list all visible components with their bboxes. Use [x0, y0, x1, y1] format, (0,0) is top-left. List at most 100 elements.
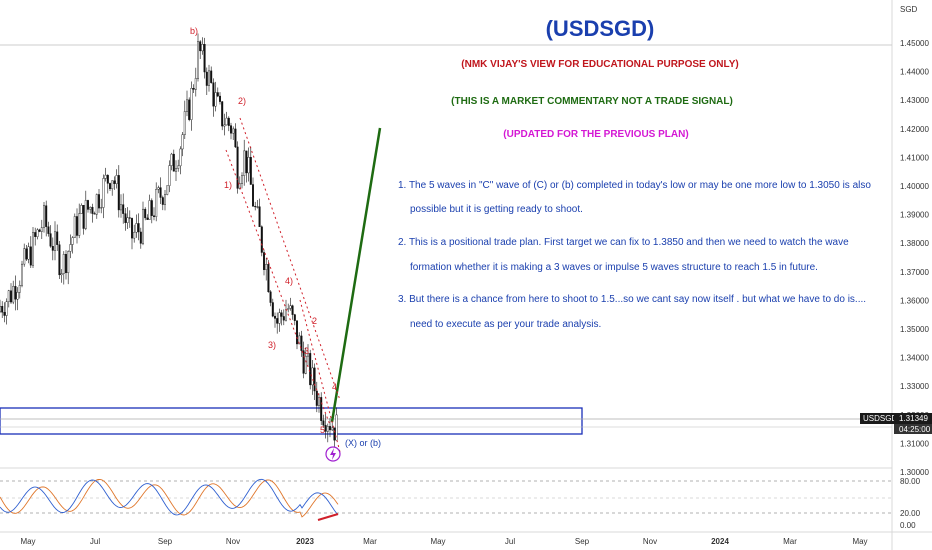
time-tick-label: Mar	[783, 537, 797, 546]
time-tick-label: May	[430, 537, 445, 546]
candle-body	[229, 125, 232, 134]
candle-body	[32, 232, 35, 266]
candle-body	[247, 157, 250, 174]
candle-body	[260, 226, 263, 253]
wave-label-1-paren: 1)	[224, 180, 232, 190]
candle-body	[93, 213, 96, 215]
candle-body	[45, 205, 48, 227]
rsi-fast-line	[0, 478, 339, 518]
candle-body	[56, 231, 59, 245]
candle-body	[12, 286, 15, 303]
price-tick-label: 1.39000	[900, 211, 929, 220]
candle-body	[318, 397, 321, 406]
candle-body	[130, 218, 133, 239]
commentary-line-2: possible but it is getting ready to shoo…	[410, 204, 583, 215]
price-tick-label: 1.40000	[900, 182, 929, 191]
candle-body	[289, 305, 292, 309]
support-zone-box	[0, 407, 583, 435]
candle-body	[14, 286, 17, 300]
candle-body	[313, 367, 316, 392]
candle-body	[133, 231, 136, 239]
candle-body	[54, 231, 57, 251]
candle-body	[73, 216, 76, 238]
candle-body	[60, 273, 63, 276]
candle-body	[58, 244, 61, 276]
candle-body	[80, 205, 83, 214]
candle-body	[135, 223, 138, 233]
time-axis[interactable]: May Jul Sep Nov 2023 Mar May Jul Sep Nov 2024 Mar Ma…	[20, 537, 867, 546]
candle-body	[291, 305, 294, 315]
candle-body	[64, 254, 67, 274]
candle-body	[238, 183, 241, 189]
candle-body	[137, 223, 140, 233]
candle-body	[192, 88, 195, 90]
price-tick-label: 1.30000	[900, 468, 929, 477]
candle-body	[333, 427, 336, 441]
candle-body	[18, 285, 21, 293]
commentary-note: (THIS IS A MARKET COMMENTARY NOT A TRADE…	[451, 96, 733, 107]
wave-channel-a	[225, 149, 331, 426]
candle-body	[9, 290, 12, 303]
commentary-line-6: need to execute as per your trade analys…	[410, 319, 601, 330]
candle-body	[159, 187, 162, 198]
time-tick-label: Nov	[643, 537, 657, 546]
candle-body	[256, 206, 259, 208]
candle-body	[174, 168, 177, 172]
price-tick-label: 1.33000	[900, 382, 929, 391]
price-tick-label: 1.44000	[900, 68, 929, 77]
candle-body	[324, 424, 327, 432]
candle-body	[170, 153, 173, 166]
candle-body	[201, 44, 204, 52]
candle-body	[27, 246, 30, 260]
candle-body	[113, 180, 116, 184]
candle-body	[285, 309, 288, 321]
candle-body	[122, 204, 125, 214]
candle-body	[115, 175, 118, 184]
candle-body	[300, 335, 303, 351]
lightning-icon[interactable]	[325, 446, 341, 462]
rsi-label-20: 20.00	[900, 509, 921, 518]
candle-body	[320, 397, 323, 421]
time-tick-label: Jul	[505, 537, 515, 546]
candle-body	[161, 197, 164, 205]
candle-body	[298, 335, 301, 345]
commentary-line-3: 2. This is a positional trade plan. Firs…	[398, 237, 849, 248]
candle-body	[141, 208, 144, 244]
rsi-slow-line	[0, 478, 339, 516]
candle-body	[282, 316, 285, 321]
candle-body	[7, 290, 10, 302]
symbol-price-tag: USDSGD 1.31349 04:25:00	[860, 413, 932, 434]
chart-title: (USDSGD)	[546, 16, 655, 41]
wave-label-2: 2	[312, 316, 317, 326]
update-note: (UPDATED FOR THE PREVIOUS PLAN)	[503, 129, 688, 140]
candle-body	[16, 292, 19, 300]
candle-body	[51, 246, 54, 251]
candle-body	[146, 217, 149, 220]
candle-body	[304, 355, 307, 374]
wave-label-5: 5	[320, 425, 325, 435]
candle-body	[91, 206, 94, 214]
candle-body	[47, 226, 50, 234]
price-tick-label: 1.31000	[900, 439, 929, 448]
candlestick-series	[0, 33, 338, 449]
time-tick-label: May	[20, 537, 35, 546]
candle-body	[179, 148, 182, 167]
candle-body	[234, 128, 237, 148]
price-tick-label: 1.42000	[900, 125, 929, 134]
candle-body	[75, 216, 78, 236]
candle-body	[207, 70, 210, 86]
time-tick-label: Jul	[90, 537, 100, 546]
candle-body	[82, 205, 85, 229]
candle-body	[49, 233, 52, 247]
price-tick-label: 1.37000	[900, 268, 929, 277]
wave-label-x-or-b: (X) or (b)	[345, 438, 381, 448]
wave-label-b: b)	[190, 26, 198, 36]
candle-body	[263, 252, 266, 270]
candle-body	[86, 200, 89, 210]
candle-body	[194, 78, 197, 90]
candle-body	[293, 314, 296, 321]
candle-body	[62, 254, 65, 274]
candle-body	[216, 92, 219, 97]
price-axis[interactable]: 1.45000 1.44000 1.43000 1.42000 1.41000 1.400…	[900, 39, 929, 477]
